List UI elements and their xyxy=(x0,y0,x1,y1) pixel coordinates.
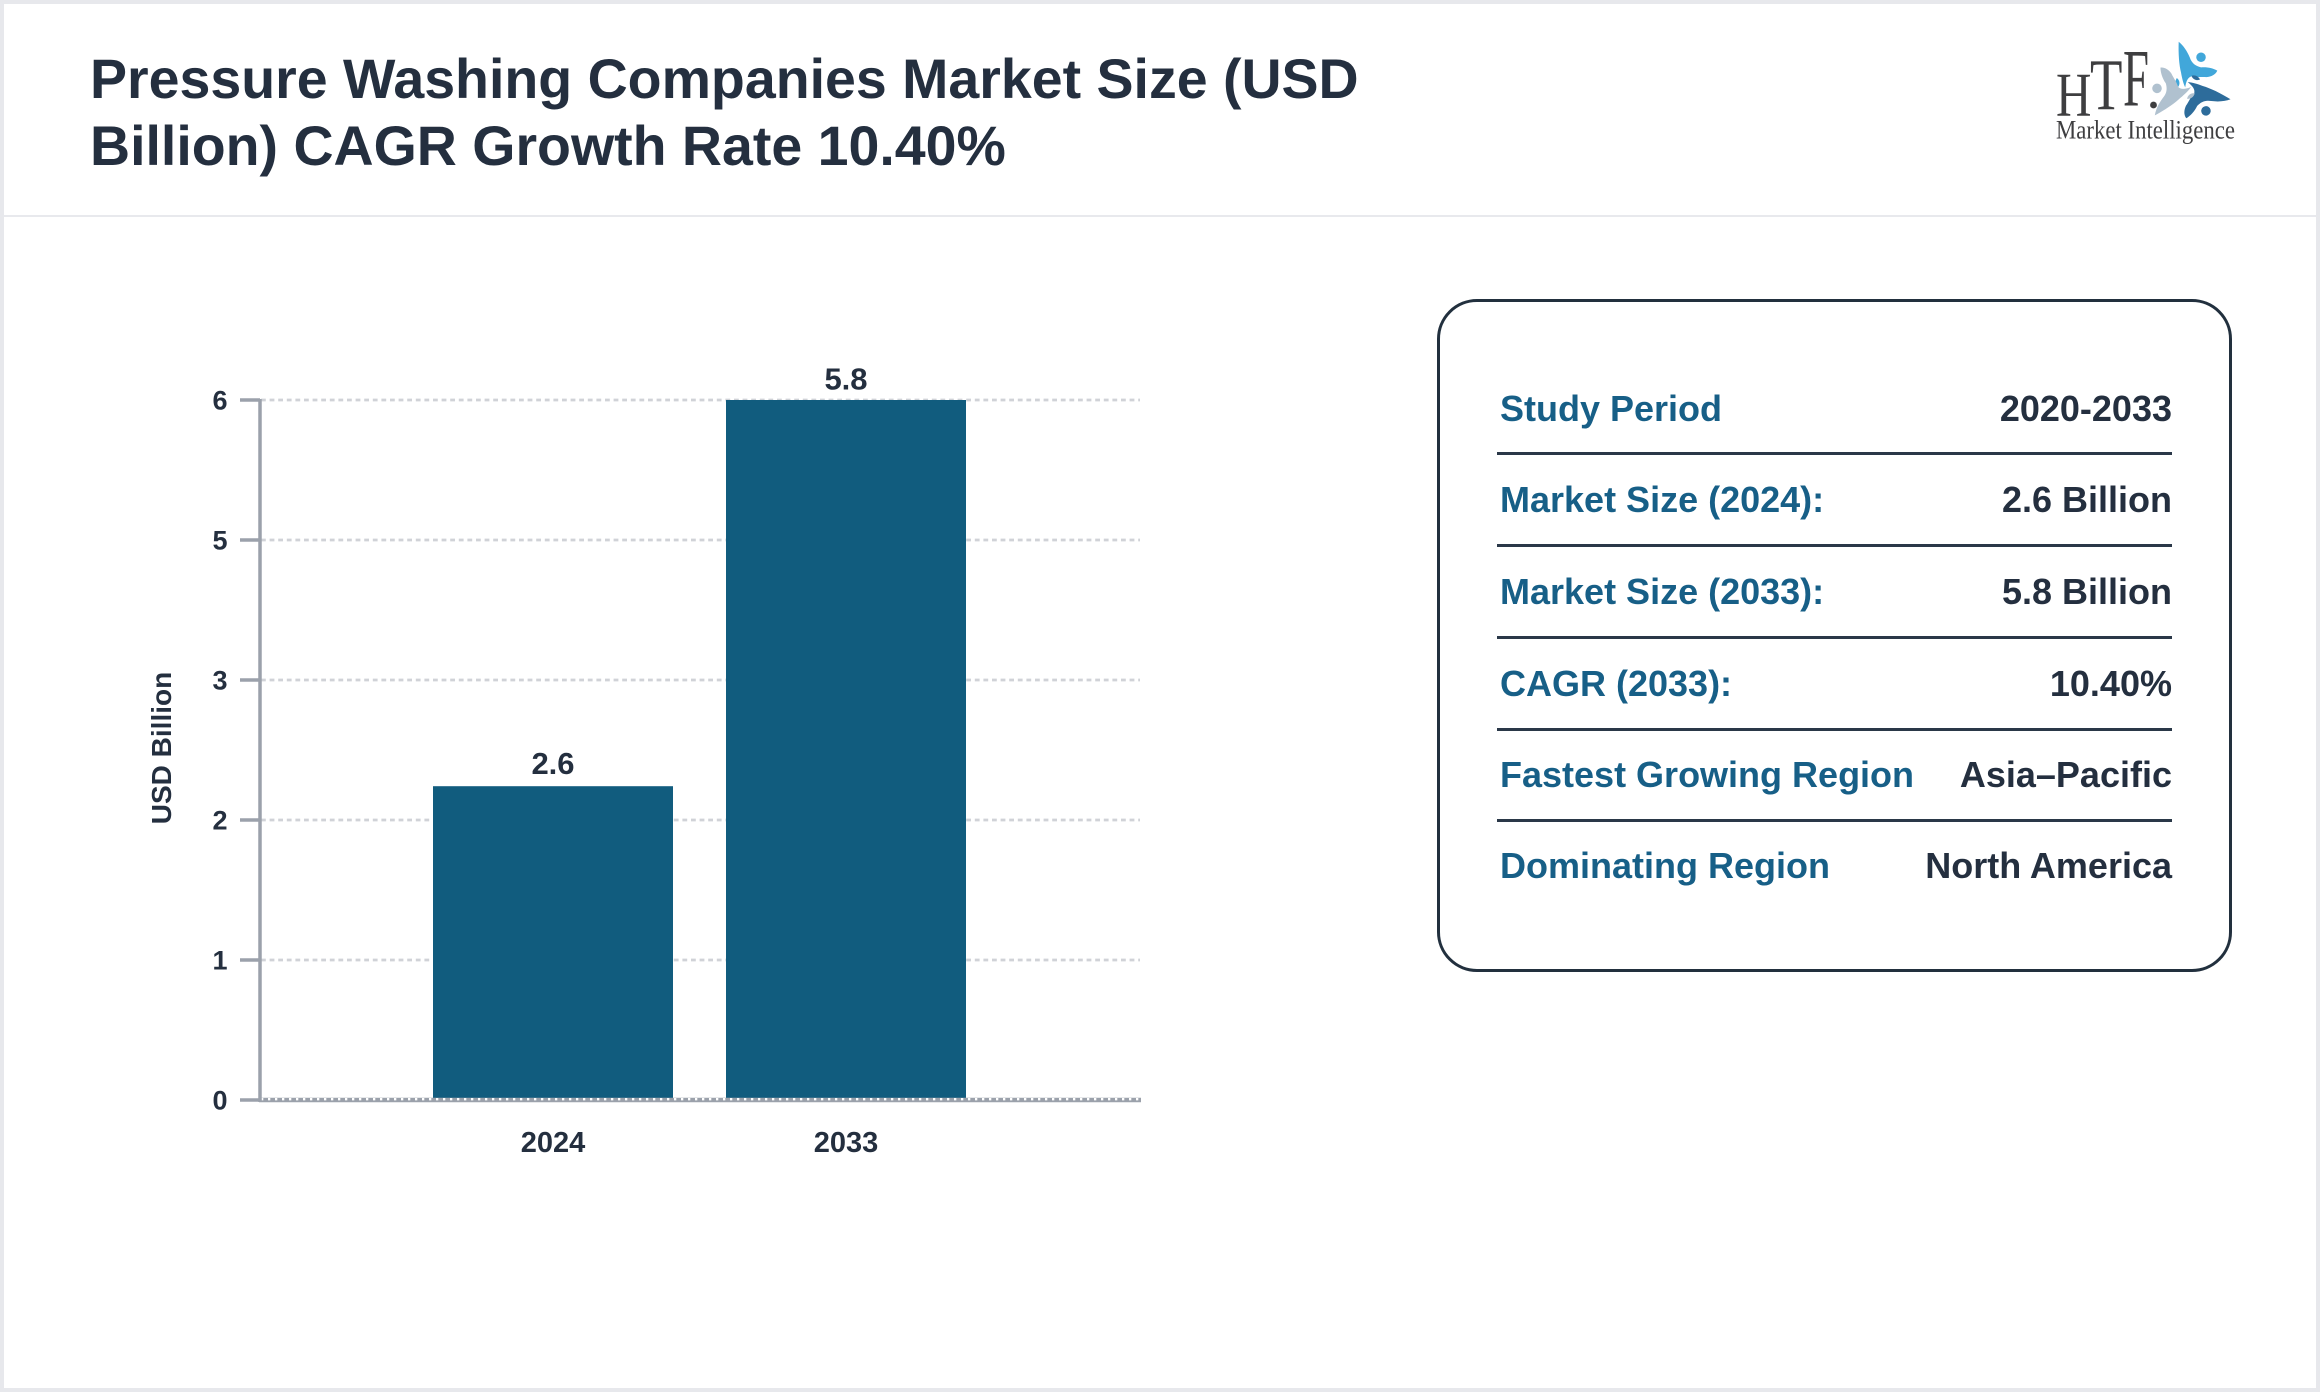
svg-text:0: 0 xyxy=(212,1086,227,1116)
svg-text:5: 5 xyxy=(212,526,227,556)
svg-text:2024: 2024 xyxy=(521,1127,586,1159)
svg-text:3: 3 xyxy=(212,666,227,696)
svg-text:2033: 2033 xyxy=(814,1127,879,1159)
svg-text:6: 6 xyxy=(212,386,227,416)
svg-text:1: 1 xyxy=(212,946,227,976)
svg-text:USD Billion: USD Billion xyxy=(146,672,177,824)
svg-text:5.8: 5.8 xyxy=(824,362,867,397)
svg-text:T: T xyxy=(2090,45,2122,126)
svg-text:2: 2 xyxy=(212,806,227,836)
svg-text:H: H xyxy=(2056,61,2091,129)
svg-text:F: F xyxy=(2123,32,2149,123)
svg-text:Market Intelligence: Market Intelligence xyxy=(2056,116,2235,145)
svg-text:2.6: 2.6 xyxy=(531,746,574,781)
